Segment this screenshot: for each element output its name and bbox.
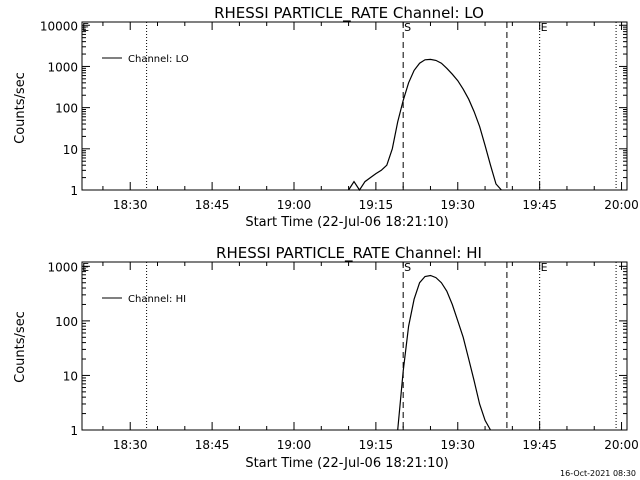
panel-1-x-axis-label: Start Time (22-Jul-06 18:21:10) (245, 215, 448, 230)
x-tick-label: 19:45 (522, 438, 557, 452)
event-marker-label: E (82, 261, 89, 274)
y-tick-label: 1 (70, 184, 78, 198)
event-marker-label: E (82, 21, 89, 34)
y-tick-label: 1000 (47, 260, 78, 274)
plot-frame (81, 21, 628, 191)
panel-2-x-axis-label: Start Time (22-Jul-06 18:21:10) (245, 456, 448, 471)
x-tick-label: 18:45 (195, 198, 230, 212)
panel-1-plot-area: 1 10 100 1000 10000 18:30 18:45 19:00 19:15 19:30… (40, 19, 639, 212)
x-tick-label: 19:15 (359, 438, 394, 452)
y-tick-label: 1 (70, 424, 78, 438)
y-tick-label: 10 (63, 369, 78, 383)
x-tick-label: 19:30 (440, 198, 475, 212)
panel-2-y-axis-label: Counts/sec (13, 311, 28, 383)
generated-timestamp: 16-Oct-2021 08:30 (560, 469, 636, 478)
x-tick-label: 19:30 (440, 438, 475, 452)
event-marker-label: S (404, 261, 411, 274)
y-tick-label: 100 (55, 315, 78, 329)
legend-label: Channel: LO (128, 54, 189, 65)
y-tick-label: 1000 (47, 60, 78, 74)
x-tick-label: 18:30 (113, 438, 148, 452)
event-marker-label: E (541, 21, 548, 34)
panel-2-title: RHESSI PARTICLE_RATE Channel: HI (216, 244, 482, 263)
y-tick-label: 100 (55, 102, 78, 116)
x-tick-label: 18:30 (113, 198, 148, 212)
x-tick-label: 20:00 (604, 198, 639, 212)
y-tick-label: 10 (63, 143, 78, 157)
panel-1-title: RHESSI PARTICLE_RATE Channel: LO (214, 4, 484, 23)
x-tick-label: 19:45 (522, 198, 557, 212)
event-marker-label: E (541, 261, 548, 274)
event-marker-label: S (404, 21, 411, 34)
y-tick-label: 10000 (40, 19, 78, 33)
panel-1-y-axis-label: Counts/sec (13, 72, 28, 144)
x-tick-label: 19:00 (277, 198, 312, 212)
legend-label: Channel: HI (128, 294, 186, 305)
series-line (397, 274, 492, 431)
x-tick-label: 19:15 (359, 198, 394, 212)
plot-frame (81, 261, 628, 431)
x-tick-label: 19:00 (277, 438, 312, 452)
panel-2-plot-area: 1 10 100 1000 18:30 18:45 19:00 19:15 19:30 19:45… (47, 260, 638, 452)
x-tick-label: 20:00 (604, 438, 639, 452)
x-tick-label: 18:45 (195, 438, 230, 452)
series-line (348, 58, 502, 192)
